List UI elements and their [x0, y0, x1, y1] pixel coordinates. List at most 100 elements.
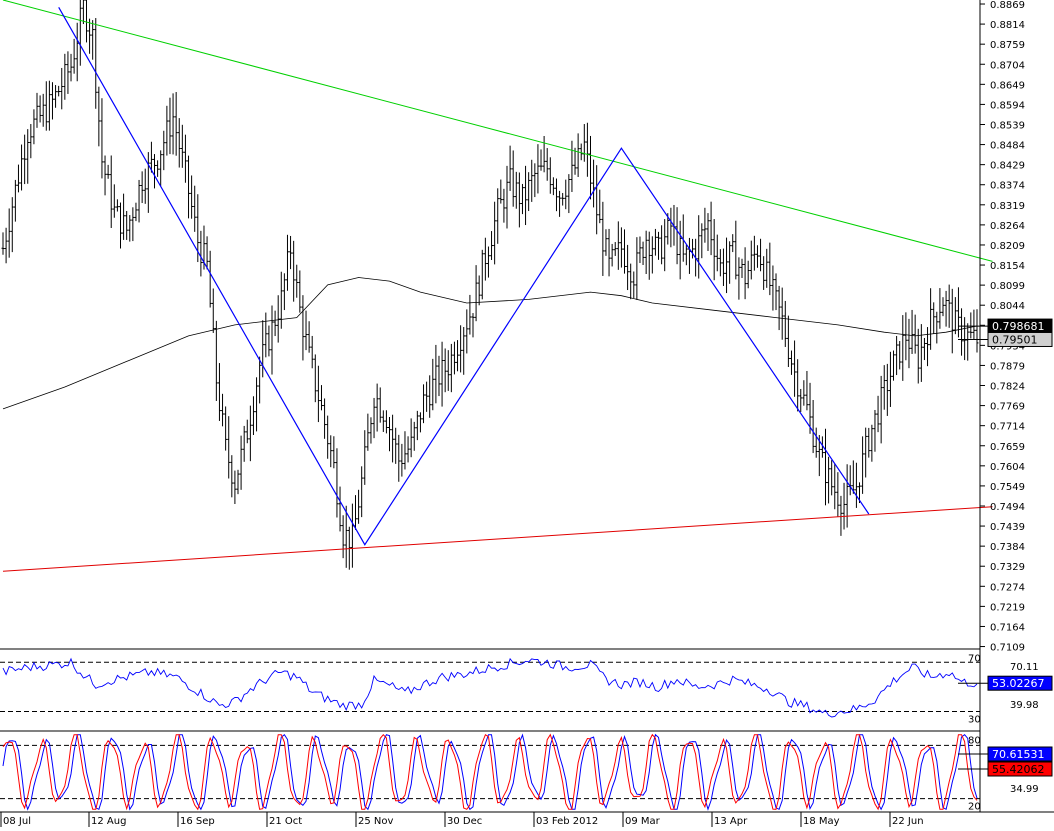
ohlc-bar	[647, 231, 651, 280]
ohlc-bar	[901, 315, 905, 381]
ohlc-bar	[607, 228, 611, 277]
ohlc-bar	[938, 288, 942, 329]
ohlc-bar	[919, 324, 923, 382]
ohlc-bar	[378, 387, 382, 423]
ohlc-bar	[551, 177, 555, 196]
ohlc-bar	[20, 144, 24, 191]
ohlc-bar	[245, 419, 249, 444]
ohlc-bar	[861, 436, 865, 494]
rsi-line	[2, 657, 978, 718]
resistance-trendline	[2, 0, 993, 262]
ohlc-bar	[660, 225, 664, 265]
ohlc-bar	[907, 318, 911, 369]
ohlc-bar	[805, 370, 809, 411]
ohlc-bar	[353, 495, 357, 530]
ohlc-bar	[214, 320, 218, 401]
ohlc-bar	[737, 257, 741, 300]
ohlc-bar	[913, 314, 917, 354]
ohlc-bar	[230, 455, 234, 498]
price-label-text: 0.79501	[992, 333, 1038, 346]
ohlc-bar	[799, 388, 803, 413]
ohlc-bar	[963, 317, 967, 361]
ohlc-bar	[511, 150, 515, 207]
ohlc-bar	[582, 124, 586, 162]
ohlc-bar	[434, 344, 438, 404]
ohlc-bar	[836, 472, 840, 517]
ohlc-bar	[344, 505, 348, 568]
ohlc-bar	[279, 271, 283, 329]
ohlc-bar	[69, 53, 73, 82]
ohlc-bar	[950, 288, 954, 354]
ohlc-bar	[360, 466, 364, 518]
ohlc-bar	[895, 335, 899, 376]
ohlc-bars	[1, 0, 979, 570]
ohlc-bar	[316, 365, 320, 423]
price-current-label: 0.79501	[958, 331, 1053, 347]
ohlc-bar	[752, 235, 756, 271]
ohlc-bar	[143, 168, 147, 204]
stochastic-label-text: 55.42062	[992, 763, 1045, 776]
time-tick-label: 30 Dec	[447, 816, 482, 827]
ohlc-bar	[490, 231, 494, 261]
ohlc-bar	[323, 398, 327, 439]
ohlc-bar	[118, 202, 122, 249]
ohlc-bar	[898, 341, 902, 370]
time-tick-label: 18 May	[803, 816, 840, 827]
ohlc-bar	[443, 348, 447, 393]
ohlc-bar	[456, 340, 460, 372]
ohlc-bar	[721, 248, 725, 286]
ohlc-bar	[755, 245, 759, 268]
ohlc-bar	[777, 285, 781, 331]
ohlc-bar	[641, 241, 645, 265]
price-tick-label: 0.8649	[990, 80, 1025, 91]
ohlc-bar	[483, 237, 487, 281]
ohlc-bar	[926, 327, 930, 367]
ohlc-bar	[623, 229, 627, 274]
ohlc-bar	[650, 236, 654, 274]
price-tick-label: 0.8154	[990, 261, 1025, 272]
time-tick-label: 16 Sep	[180, 816, 215, 827]
time-tick-label: 12 Aug	[91, 816, 126, 827]
ohlc-bar	[465, 309, 469, 354]
ohlc-bar	[329, 435, 333, 468]
time-tick-label: 03 Feb 2012	[536, 816, 598, 827]
ohlc-bar	[248, 405, 252, 462]
ohlc-bar	[341, 515, 345, 559]
ohlc-bar	[384, 410, 388, 434]
stochastic-label-box	[987, 761, 1053, 777]
price-tick-label: 0.7494	[990, 502, 1025, 513]
price-tick-label: 0.7714	[990, 422, 1025, 433]
ohlc-bar	[199, 230, 203, 277]
price-tick-label: 0.8869	[990, 0, 1025, 11]
ohlc-bar	[653, 228, 657, 256]
ohlc-bar	[109, 155, 113, 228]
ohlc-bar	[174, 92, 178, 156]
ohlc-bar	[270, 305, 274, 375]
ohlc-bar	[780, 287, 784, 340]
ohlc-bar	[904, 312, 908, 361]
ohlc-bar	[38, 95, 42, 123]
ohlc-bar	[137, 179, 141, 223]
rsi-extreme-label: 39.98	[1010, 700, 1039, 711]
ohlc-bar	[935, 311, 939, 344]
price-tick-label: 0.7769	[990, 402, 1025, 413]
ohlc-bar	[26, 129, 30, 184]
ohlc-bar	[122, 193, 126, 240]
price-tick-label: 0.8759	[990, 40, 1025, 51]
ohlc-bar	[530, 159, 534, 202]
ohlc-bar	[833, 463, 837, 510]
ohlc-bar	[604, 229, 608, 256]
ohlc-bar	[273, 310, 277, 337]
ohlc-bar	[842, 482, 846, 530]
ohlc-bar	[505, 165, 509, 229]
ohlc-bar	[669, 207, 673, 248]
ohlc-bar	[626, 244, 630, 291]
ohlc-bar	[319, 385, 323, 411]
ohlc-bar	[264, 312, 268, 358]
ohlc-bar	[171, 93, 175, 155]
price-tick-label: 0.7824	[990, 382, 1025, 393]
ohlc-bar	[629, 263, 633, 300]
rsi-level-label: 30	[968, 715, 981, 726]
ohlc-bar	[808, 382, 812, 434]
ohlc-bar	[527, 172, 531, 212]
